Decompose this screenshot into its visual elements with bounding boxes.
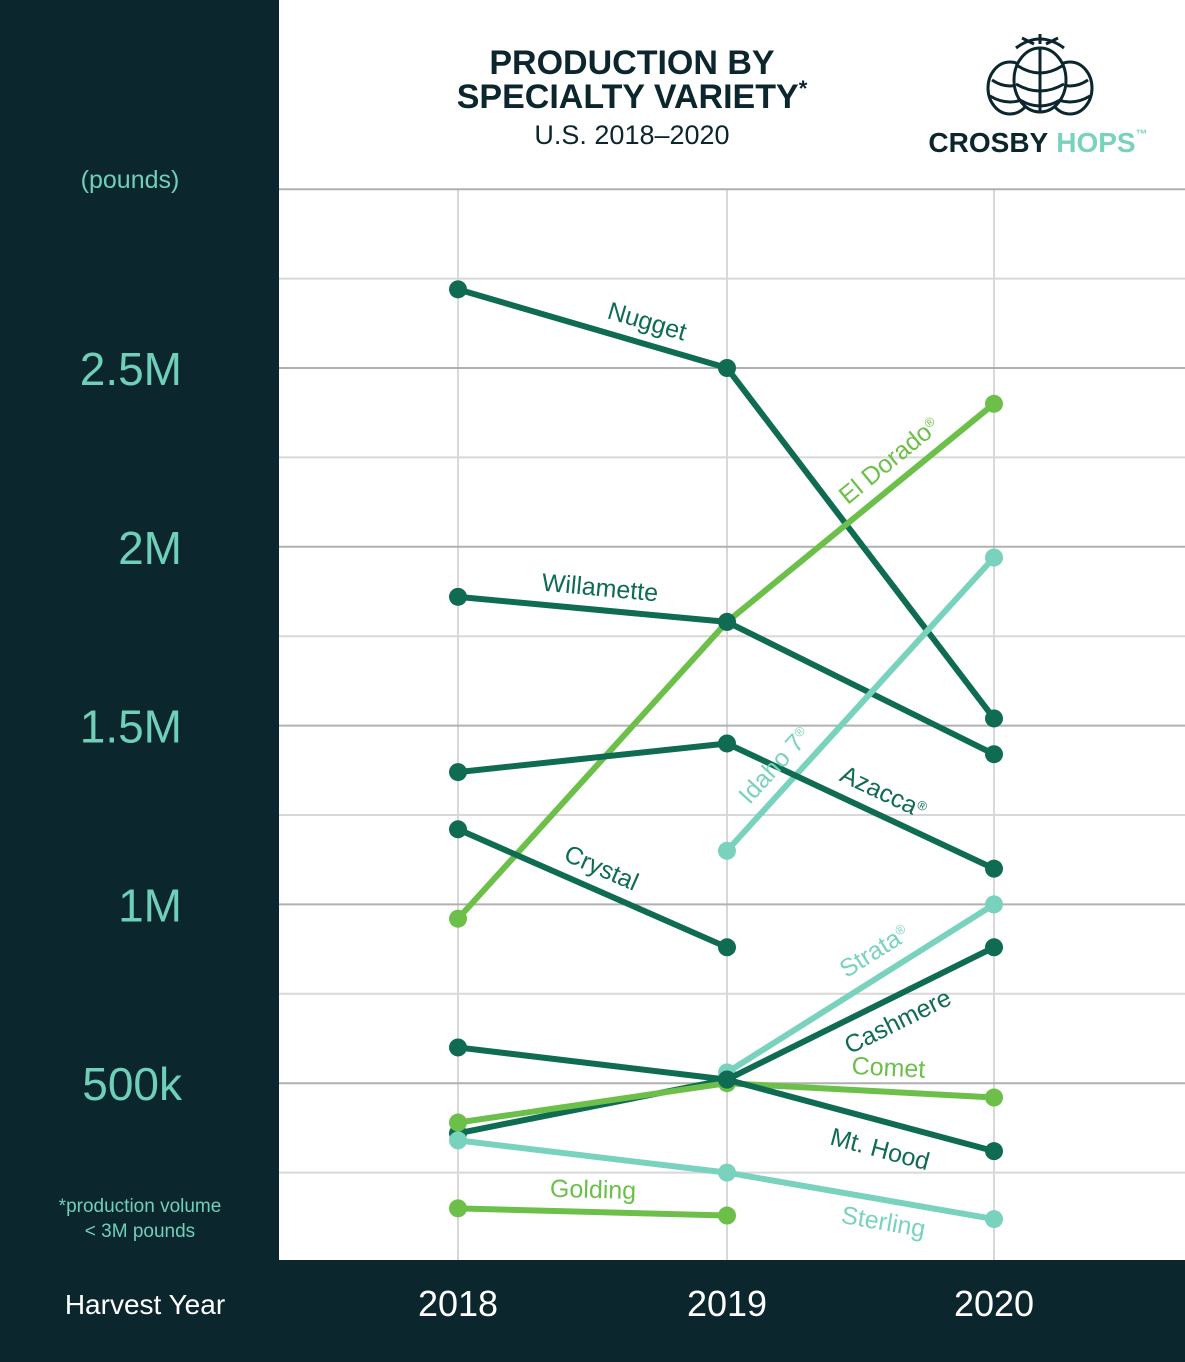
axis-panel [0,0,279,1260]
chart-title-line1: PRODUCTION BY [489,44,775,82]
x-tick-label: 2019 [687,1283,767,1324]
series-label-comet: Comet [851,1052,926,1084]
data-point-golding [718,1206,736,1225]
data-point-comet [985,1088,1003,1107]
series-label-text: Crystal [560,840,642,897]
y-axis-ticks: 500k 1M 1.5M 2M 2.5M [80,343,183,1110]
series-label-text: Golding [550,1175,637,1205]
data-point-azacca [449,763,467,782]
data-point-el-dorado [985,394,1003,413]
y-tick-label: 500k [82,1058,183,1110]
data-point-willamette [718,612,736,631]
data-point-idaho-7 [718,841,736,860]
series-name: Strata [835,924,906,983]
logo-word-crosby: CROSBY [928,127,1048,158]
data-point-idaho-7 [985,548,1003,567]
series-label-text: Willamette [541,569,660,608]
y-tick-label: 1.5M [80,701,182,753]
data-point-sterling [718,1163,736,1182]
gridlines [279,188,1185,1260]
series-line-idaho-7 [724,554,997,854]
chart-title-line2: SPECIALTY VARIETY* [457,76,808,116]
x-axis-ticks: 2018 2019 2020 [418,1283,1034,1324]
series-name: Willamette [541,569,660,608]
chart-title-asterisk: * [799,76,808,101]
x-tick-label: 2020 [954,1283,1034,1324]
data-point-mt-hood [449,1038,467,1057]
series-label-strata: Strata® [835,919,915,984]
data-point-el-dorado [449,909,467,928]
data-point-cashmere [985,938,1003,957]
series-label-willamette: Willamette [541,569,660,608]
data-point-azacca [985,859,1003,878]
data-point-sterling [985,1210,1003,1229]
y-tick-label: 2M [118,522,182,574]
logo-trademark: ™ [1136,127,1148,141]
footnote-line2: < 3M pounds [85,1221,195,1242]
y-tick-label: 1M [118,879,182,931]
data-point-azacca [718,734,736,753]
data-point-crystal [449,820,467,839]
hop-cones-icon [986,34,1094,116]
series-name: Comet [851,1052,926,1084]
y-axis-label: (pounds) [81,166,180,194]
x-axis-band [0,1260,1185,1362]
series-label-crystal: Crystal [560,840,642,897]
data-point-golding [449,1199,467,1218]
chart-title-line2-text: SPECIALTY VARIETY [457,78,799,116]
x-axis-label: Harvest Year [65,1289,225,1320]
data-point-strata [985,895,1003,914]
series-group [449,280,1003,1229]
x-tick-label: 2018 [418,1283,498,1324]
data-point-sterling [449,1131,467,1150]
data-point-nugget [718,359,736,377]
data-point-willamette [449,587,467,606]
chart-subtitle: U.S. 2018–2020 [534,120,729,150]
series-line-strata [724,901,997,1076]
series-name: Crystal [560,840,642,897]
logo-word-hops: HOPS [1056,127,1135,158]
data-point-nugget [985,709,1003,728]
series-name: Golding [550,1175,637,1205]
data-point-comet [449,1113,467,1132]
data-point-willamette [985,745,1003,764]
footnote-line1: *production volume [59,1196,222,1217]
logo-wordmark: CROSBY HOPS™ [928,127,1147,158]
series-line-golding [455,1205,730,1219]
y-tick-label: 2.5M [80,343,182,395]
series-label-text: Strata® [835,919,915,984]
series-line-crystal [455,826,730,951]
data-point-mt-hood [985,1142,1003,1161]
series-label-text: Comet [851,1052,926,1084]
data-point-crystal [718,938,736,957]
data-point-mt-hood [718,1070,736,1089]
data-point-nugget [449,280,467,299]
series-label-golding: Golding [550,1175,637,1205]
